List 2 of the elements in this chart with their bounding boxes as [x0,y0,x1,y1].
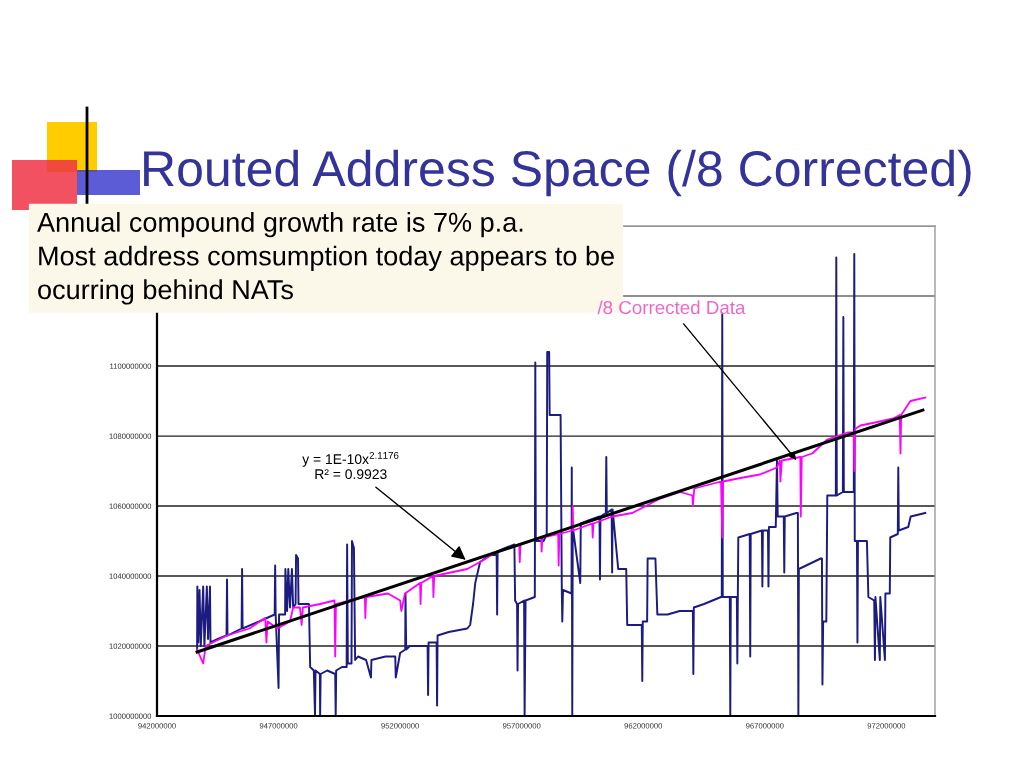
annotation: y = 1E-10x$^{2.1176}$ R² = 0.9923 [302,451,399,480]
chart-title: Routed Address Space (/8 Corrected) [144,149,971,197]
